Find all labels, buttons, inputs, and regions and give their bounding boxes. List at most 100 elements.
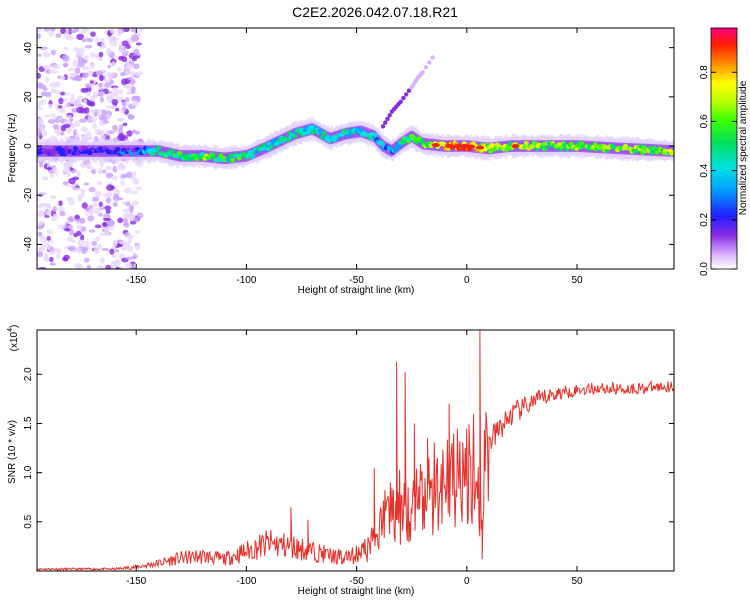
heatmap-cell — [126, 130, 133, 137]
heatmap-cell — [403, 92, 409, 97]
heatmap-cell — [114, 249, 120, 253]
heatmap-cell — [37, 132, 42, 137]
heatmap-cell — [107, 220, 116, 227]
heatmap-cell — [396, 143, 402, 148]
snr-y-label: SNR (10 * v/v) — [7, 420, 18, 484]
heatmap-cell — [76, 263, 83, 269]
heatmap-cell — [76, 224, 82, 231]
heatmap-cell — [130, 28, 136, 33]
colorbar-gradient — [710, 27, 738, 270]
heatmap-cell — [60, 75, 66, 81]
heatmap-cell — [112, 165, 118, 173]
heatmap-cell — [58, 97, 64, 105]
heatmap-marks — [37, 28, 674, 269]
heatmap-x-label: Height of straight line (km) — [298, 285, 415, 296]
heatmap-cell — [119, 109, 125, 114]
colorbar-label: Normalized spectral amplitude — [738, 80, 749, 215]
heatmap-cell — [127, 114, 135, 120]
heatmap-cell — [102, 217, 111, 222]
heatmap-cell — [109, 29, 116, 34]
heatmap-cell — [76, 170, 81, 178]
colorbar-tick-label: 0.2 — [699, 212, 710, 226]
heatmap-cell — [131, 170, 137, 178]
heatmap-cell — [91, 202, 98, 208]
heatmap-cell — [52, 206, 57, 213]
heatmap-cell — [66, 35, 75, 41]
heatmap-cell — [59, 91, 66, 96]
heatmap-cell — [568, 141, 574, 146]
colorbar-tick-label: 0.8 — [699, 65, 710, 79]
heatmap-cell — [111, 175, 118, 181]
heatmap-cell — [104, 229, 110, 236]
heatmap-cell — [298, 127, 304, 133]
heatmap-cell — [52, 167, 58, 173]
heatmap-cell — [110, 61, 117, 67]
snr-y-scale: (x104) — [7, 325, 20, 352]
snr-series-line — [37, 330, 674, 571]
heatmap-cell — [81, 126, 89, 132]
heatmap-cell — [81, 60, 88, 64]
heatmap-cell — [125, 63, 131, 70]
heatmap-cell — [131, 86, 136, 93]
heatmap-cell — [115, 266, 120, 269]
heatmap-cell — [101, 226, 108, 230]
heatmap-cell — [105, 105, 113, 109]
heatmap-y-label: Frequency (Hz) — [7, 114, 18, 183]
heatmap-cell — [46, 167, 52, 171]
heatmap-cell — [37, 53, 42, 57]
snr-y-scale-base: (x10 — [9, 331, 20, 351]
heatmap-cell — [113, 193, 119, 198]
heatmap-cell — [39, 235, 46, 242]
x-tick-label: -50 — [349, 576, 364, 587]
heatmap-cell — [41, 176, 49, 181]
heatmap-cell — [121, 174, 129, 178]
heatmap-cell — [52, 213, 59, 220]
heatmap-cell — [118, 127, 124, 135]
heatmap-cell — [86, 264, 92, 269]
heatmap-cell — [66, 172, 71, 177]
heatmap-cell — [129, 234, 134, 239]
heatmap-cell — [74, 120, 81, 127]
y-tick-label: -40 — [23, 237, 34, 252]
heatmap-cell — [105, 196, 112, 204]
heatmap-cell — [46, 235, 51, 241]
heatmap-cell — [135, 186, 142, 191]
heatmap-cell — [106, 47, 112, 55]
heatmap-cell — [125, 262, 133, 269]
heatmap-panel: -150 -100 -50 0 50 -40 -20 0 20 40 Height of str… — [7, 27, 675, 296]
heatmap-cell — [478, 148, 484, 153]
heatmap-cell — [380, 124, 386, 129]
heatmap-cell — [129, 221, 137, 225]
heatmap-cell — [69, 72, 77, 78]
heatmap-cell — [37, 196, 40, 202]
heatmap-cell — [96, 181, 103, 186]
heatmap-cell — [39, 243, 47, 250]
heatmap-cell — [112, 87, 119, 92]
heatmap-cell — [131, 200, 140, 206]
heatmap-cell — [38, 248, 44, 253]
heatmap-cell — [111, 254, 117, 259]
heatmap-cell — [67, 224, 74, 229]
heatmap-cell — [114, 259, 121, 267]
heatmap-cell — [99, 232, 106, 237]
heatmap-cell — [97, 93, 104, 97]
heatmap-cell — [476, 145, 485, 150]
heatmap-cell — [95, 70, 104, 75]
heatmap-cell — [39, 220, 44, 226]
heatmap-cell — [84, 44, 93, 49]
heatmap-cell — [39, 46, 48, 50]
heatmap-cell — [37, 204, 43, 209]
heatmap-cell — [42, 51, 51, 58]
heatmap-cell — [46, 243, 51, 251]
heatmap-cell — [62, 166, 71, 174]
heatmap-cell — [44, 91, 52, 98]
heatmap-cell — [82, 99, 88, 104]
heatmap-cell — [43, 255, 49, 261]
heatmap-cell — [83, 257, 90, 263]
heatmap-cell — [47, 229, 53, 234]
heatmap-cell — [670, 149, 674, 155]
heatmap-cell — [72, 47, 80, 52]
heatmap-cell — [98, 82, 103, 88]
heatmap-cell — [543, 146, 549, 151]
heatmap-cell — [48, 69, 57, 74]
